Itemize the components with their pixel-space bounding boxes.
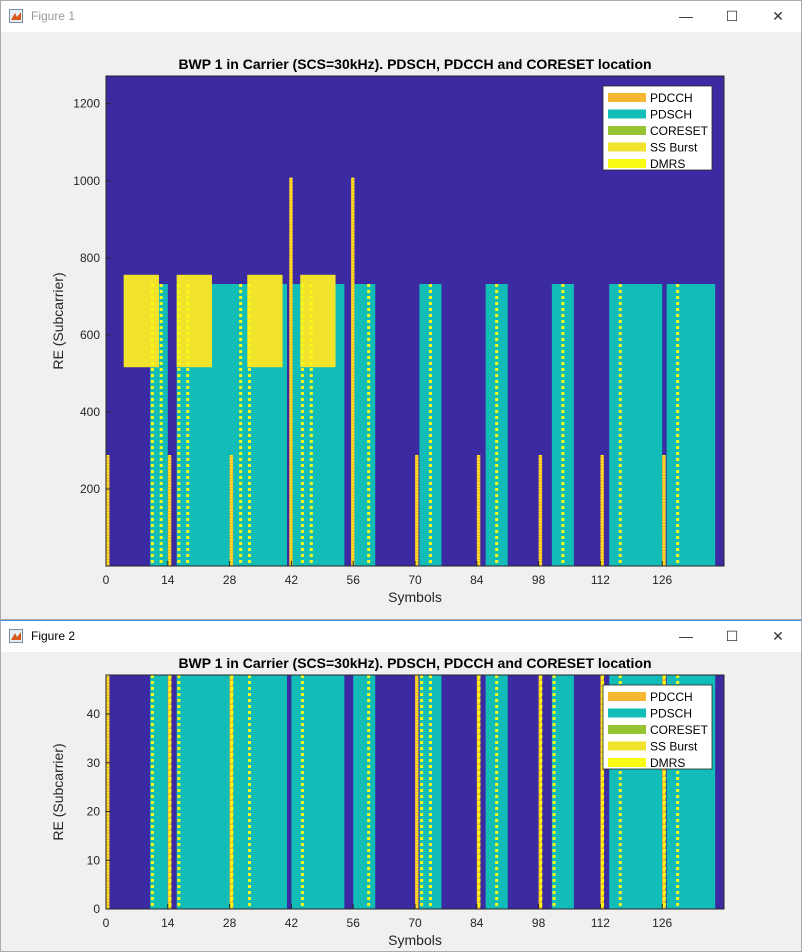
- x-tick-label: 84: [470, 573, 484, 587]
- pdsch-region: [353, 284, 376, 566]
- x-tick-label: 0: [103, 916, 110, 930]
- legend-swatch-pdcch: [608, 93, 646, 102]
- legend-label-pdcch: PDCCH: [650, 91, 693, 105]
- x-tick-label: 42: [285, 573, 299, 587]
- pdsch-region: [353, 675, 376, 909]
- x-tick-label: 14: [161, 573, 175, 587]
- ssburst-region: [300, 274, 336, 368]
- legend-swatch-coreset: [608, 126, 646, 135]
- title-bar[interactable]: Figure 2 — ☐ ✕: [1, 621, 801, 652]
- chart-title: BWP 1 in Carrier (SCS=30kHz). PDSCH, PDC…: [178, 655, 651, 671]
- x-tick-label: 28: [223, 573, 237, 587]
- legend-label-ssburst: SS Burst: [650, 141, 698, 155]
- maximize-button[interactable]: ☐: [725, 628, 739, 644]
- x-tick-label: 28: [223, 916, 237, 930]
- y-tick-label: 30: [87, 756, 101, 770]
- close-button[interactable]: ✕: [772, 628, 784, 644]
- pdcch-region: [289, 177, 293, 566]
- minimize-button[interactable]: —: [679, 628, 693, 644]
- x-tick-label: 56: [347, 916, 361, 930]
- pdsch-region: [551, 675, 574, 909]
- legend-swatch-pdsch: [608, 109, 646, 119]
- ssburst-region: [176, 274, 212, 368]
- chart-1[interactable]: BWP 1 in Carrier (SCS=30kHz). PDSCH, PDC…: [1, 32, 801, 620]
- window-title: Figure 2: [31, 629, 76, 643]
- x-axis-label: Symbols: [388, 932, 442, 948]
- ssburst-region: [247, 274, 283, 368]
- y-tick-label: 800: [80, 251, 100, 265]
- legend-swatch-pdsch: [608, 708, 646, 718]
- y-axis-label: RE (Subcarrier): [50, 272, 66, 369]
- y-tick-label: 200: [80, 482, 100, 496]
- legend-label-coreset: CORESET: [650, 723, 709, 737]
- x-tick-label: 56: [347, 573, 361, 587]
- x-tick-label: 70: [408, 573, 422, 587]
- y-tick-label: 600: [80, 328, 100, 342]
- x-axis-label: Symbols: [388, 589, 442, 605]
- y-tick-label: 0: [93, 902, 100, 916]
- x-tick-label: 98: [532, 573, 546, 587]
- legend-label-dmrs: DMRS: [650, 157, 685, 171]
- y-tick-label: 20: [87, 805, 101, 819]
- y-tick-label: 40: [87, 707, 101, 721]
- x-tick-label: 126: [652, 573, 672, 587]
- legend: PDCCH PDSCH CORESET SS Burst DMRS: [602, 684, 713, 770]
- x-tick-label: 0: [103, 573, 110, 587]
- x-tick-label: 112: [591, 573, 610, 587]
- x-tick-label: 42: [285, 916, 299, 930]
- x-tick-label: 112: [591, 916, 610, 930]
- pdsch-region: [609, 284, 663, 566]
- legend: PDCCH PDSCH CORESET SS Burst DMRS: [602, 85, 713, 171]
- pdsch-region: [291, 675, 345, 909]
- pdsch-region: [176, 675, 230, 909]
- x-tick-label: 14: [161, 916, 175, 930]
- y-tick-label: 1000: [73, 174, 100, 188]
- window-title: Figure 1: [31, 9, 76, 23]
- legend-swatch-dmrs: [608, 758, 646, 767]
- legend-label-ssburst: SS Burst: [650, 740, 698, 754]
- y-tick-label: 10: [87, 853, 101, 867]
- x-tick-label: 126: [652, 916, 672, 930]
- matlab-icon: [9, 9, 23, 23]
- y-tick-label: 1200: [73, 97, 100, 111]
- legend-label-dmrs: DMRS: [650, 756, 685, 770]
- chart-title: BWP 1 in Carrier (SCS=30kHz). PDSCH, PDC…: [178, 56, 651, 72]
- legend-label-pdsch: PDSCH: [650, 108, 692, 122]
- pdcch-region: [350, 177, 355, 566]
- title-bar[interactable]: Figure 1 — ☐ ✕: [1, 1, 801, 32]
- legend-swatch-dmrs: [608, 159, 646, 168]
- x-tick-label: 98: [532, 916, 546, 930]
- legend-label-coreset: CORESET: [650, 124, 709, 138]
- pdsch-region: [150, 675, 168, 909]
- legend-swatch-ssburst: [608, 741, 646, 751]
- maximize-button[interactable]: ☐: [725, 8, 739, 24]
- pdsch-region: [666, 284, 716, 566]
- x-tick-label: 84: [470, 916, 484, 930]
- minimize-button[interactable]: —: [679, 8, 693, 24]
- chart-2[interactable]: BWP 1 in Carrier (SCS=30kHz). PDSCH, PDC…: [1, 652, 801, 952]
- legend-label-pdsch: PDSCH: [650, 707, 692, 721]
- matlab-icon: [9, 629, 23, 643]
- legend-swatch-pdcch: [608, 692, 646, 701]
- y-axis-label: RE (Subcarrier): [50, 743, 66, 840]
- y-tick-label: 400: [80, 405, 100, 419]
- legend-swatch-ssburst: [608, 142, 646, 152]
- close-button[interactable]: ✕: [772, 8, 784, 24]
- figure-window-2: Figure 2 — ☐ ✕ BWP 1 in Carrier (SCS=30k…: [0, 620, 802, 952]
- x-tick-label: 70: [408, 916, 422, 930]
- pdsch-region: [229, 675, 287, 909]
- legend-label-pdcch: PDCCH: [650, 690, 693, 704]
- figure-window-1: Figure 1 — ☐ ✕ BWP 1 in Carrier (SCS=30k…: [0, 0, 802, 620]
- legend-swatch-coreset: [608, 725, 646, 734]
